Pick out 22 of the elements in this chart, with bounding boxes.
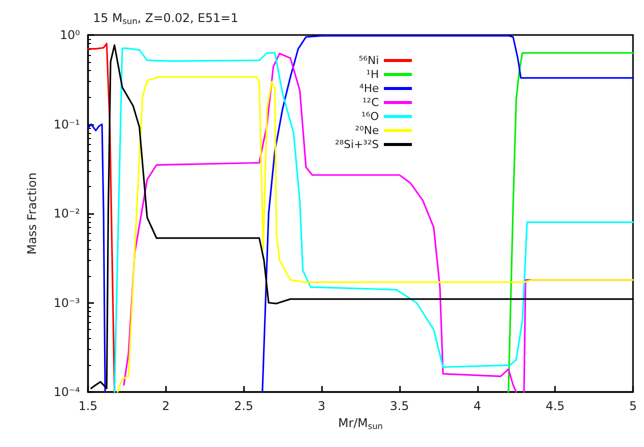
x-tick-label: 4.5 — [546, 399, 565, 413]
legend-label: ¹⁶O — [361, 110, 380, 123]
y-tick-label: 10⁻¹ — [54, 117, 80, 132]
y-axis-title: Mass Fraction — [25, 172, 39, 254]
x-tick-label: 2.5 — [234, 399, 254, 413]
y-tick-label: 10⁰ — [60, 28, 80, 42]
y-tick-label: 10⁻² — [54, 206, 80, 220]
legend-label: ²⁰Ne — [355, 124, 380, 137]
x-tick-label: 3 — [318, 399, 326, 413]
x-tick-label: 3.5 — [390, 399, 409, 413]
legend-label: ¹H — [366, 68, 379, 81]
line-series — [508, 52, 634, 393]
y-tick-label: 10⁻⁴ — [54, 385, 80, 399]
x-tick-label: 2 — [162, 399, 170, 413]
legend-label: ²⁸Si+³²S — [334, 138, 379, 151]
x-tick-label: 1.5 — [78, 399, 98, 413]
x-tick-label: 4 — [473, 399, 482, 413]
legend-label: ⁴He — [359, 82, 380, 95]
legend-label: ¹²C — [362, 96, 380, 109]
x-tick-label: 5 — [629, 399, 637, 413]
legend-label: ⁵⁶Ni — [358, 54, 379, 67]
y-tick-label: 10⁻³ — [54, 296, 80, 310]
